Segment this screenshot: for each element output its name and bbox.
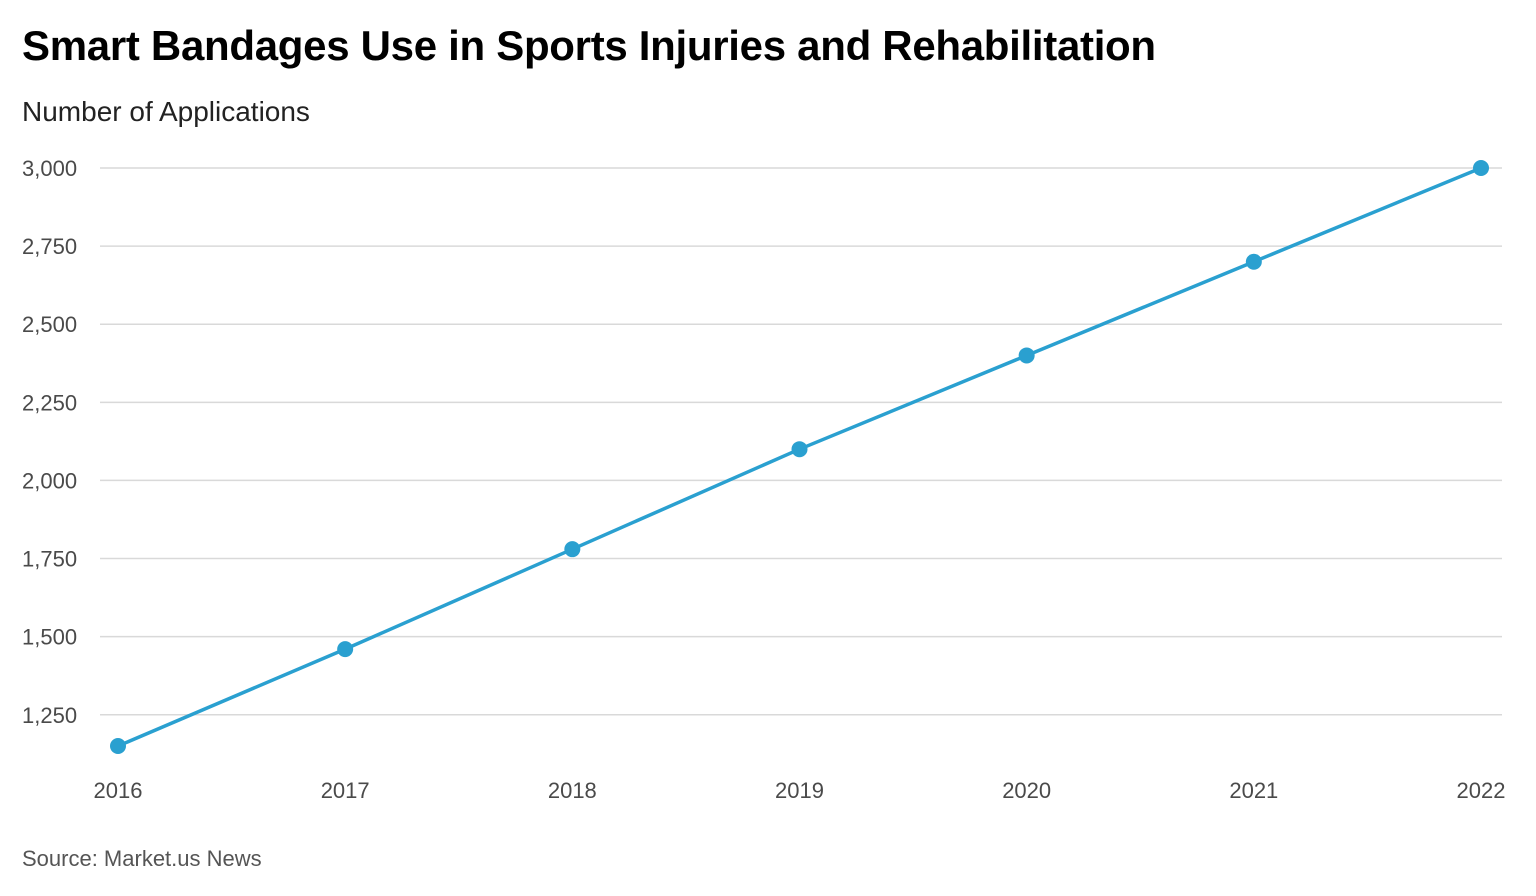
x-tick-label: 2016 (94, 778, 143, 803)
x-axis-ticks: 2016 2017 2018 2019 2020 2021 2022 (94, 778, 1506, 803)
x-tick-label: 2017 (321, 778, 370, 803)
y-tick-label: 2,000 (22, 468, 77, 493)
gridlines (100, 167, 1502, 716)
chart-title: Smart Bandages Use in Sports Injuries an… (22, 22, 1156, 69)
data-point[interactable] (337, 641, 354, 658)
y-tick-label: 1,750 (22, 547, 77, 572)
y-tick-label: 3,000 (22, 156, 77, 181)
data-point[interactable] (1245, 253, 1262, 270)
y-tick-label: 1,500 (22, 625, 77, 650)
series-group (110, 160, 1489, 754)
data-point[interactable] (1018, 347, 1035, 364)
y-axis-title: Number of Applications (22, 96, 310, 127)
x-tick-label: 2018 (548, 778, 597, 803)
x-tick-label: 2020 (1002, 778, 1051, 803)
source-note: Source: Market.us News (22, 846, 262, 871)
x-tick-label: 2022 (1457, 778, 1506, 803)
data-point[interactable] (791, 441, 808, 458)
y-tick-label: 2,500 (22, 312, 77, 337)
y-tick-label: 1,250 (22, 703, 77, 728)
data-point[interactable] (110, 738, 126, 754)
data-point[interactable] (1473, 160, 1489, 176)
y-tick-label: 2,750 (22, 234, 77, 259)
data-point[interactable] (564, 541, 581, 558)
y-axis-ticks: 1,250 1,500 1,750 2,000 2,250 2,500 2,750 3,000 (22, 156, 77, 728)
x-tick-label: 2021 (1229, 778, 1278, 803)
y-tick-label: 2,250 (22, 390, 77, 415)
x-tick-label: 2019 (775, 778, 824, 803)
